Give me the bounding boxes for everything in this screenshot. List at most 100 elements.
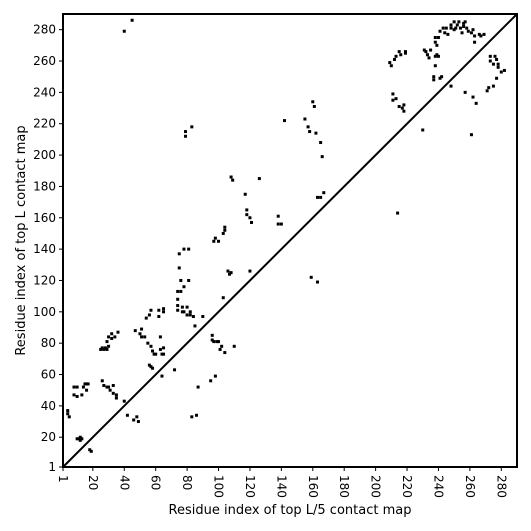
x-tick-label: 180 bbox=[337, 475, 351, 498]
contact-point bbox=[151, 349, 155, 353]
contact-point bbox=[223, 351, 227, 355]
contact-point bbox=[421, 128, 425, 132]
contact-point bbox=[196, 385, 200, 389]
y-tick-label: 180 bbox=[33, 179, 56, 193]
contact-point bbox=[158, 335, 162, 339]
contact-point bbox=[158, 347, 162, 351]
contact-point bbox=[457, 20, 461, 24]
contact-point bbox=[111, 383, 115, 387]
contact-point bbox=[449, 26, 453, 30]
contact-point bbox=[248, 216, 252, 220]
x-tick-label: 240 bbox=[431, 475, 445, 498]
contact-point bbox=[191, 315, 195, 319]
contact-point bbox=[397, 104, 401, 108]
contact-point bbox=[111, 391, 115, 395]
contact-point bbox=[162, 352, 166, 356]
contact-point bbox=[146, 341, 150, 345]
contact-point bbox=[151, 366, 155, 370]
contact-point bbox=[176, 297, 180, 301]
contact-point bbox=[100, 346, 104, 350]
contact-point bbox=[322, 191, 326, 195]
contact-point bbox=[446, 32, 450, 36]
contact-point bbox=[315, 195, 319, 199]
contact-point bbox=[306, 125, 310, 129]
contact-point bbox=[221, 231, 225, 235]
contact-point bbox=[311, 100, 315, 104]
contact-point bbox=[122, 29, 126, 33]
contact-point bbox=[162, 310, 166, 314]
contact-point bbox=[107, 385, 111, 389]
x-axis: 1 20 40 60 80 100 120 140 160 180 200 220 240 260 280 bbox=[56, 467, 508, 498]
contact-point bbox=[436, 54, 440, 58]
contact-point bbox=[452, 20, 456, 24]
contact-point bbox=[182, 285, 186, 289]
contact-point bbox=[113, 335, 117, 339]
contact-point bbox=[217, 340, 221, 344]
contact-point bbox=[452, 28, 456, 32]
contact-point bbox=[75, 437, 79, 441]
contact-point bbox=[245, 213, 249, 217]
contact-point bbox=[309, 275, 313, 279]
contact-point bbox=[432, 78, 436, 82]
x-axis-label: Residue index of top L/5 contact map bbox=[169, 503, 412, 518]
x-tick-label: 120 bbox=[243, 475, 257, 498]
contact-point bbox=[213, 374, 217, 378]
contact-point bbox=[103, 346, 107, 350]
contact-point bbox=[257, 177, 261, 181]
contact-point bbox=[425, 53, 429, 57]
contact-point bbox=[429, 48, 433, 52]
contact-point bbox=[389, 64, 393, 68]
contact-point bbox=[193, 324, 197, 328]
contact-point bbox=[400, 106, 404, 110]
contact-point bbox=[176, 304, 180, 308]
contact-point bbox=[229, 271, 233, 275]
contact-point bbox=[433, 64, 437, 68]
contact-point bbox=[303, 117, 307, 121]
contact-point bbox=[187, 278, 191, 282]
plot-frame bbox=[62, 13, 518, 468]
contact-point bbox=[88, 448, 92, 452]
contact-point bbox=[394, 97, 398, 101]
contact-point bbox=[248, 269, 252, 273]
contact-point bbox=[441, 26, 445, 30]
contact-point bbox=[108, 388, 112, 392]
contact-point bbox=[231, 178, 235, 182]
contact-point bbox=[179, 278, 183, 282]
contact-point bbox=[438, 76, 442, 80]
contact-point bbox=[138, 332, 142, 336]
contact-point bbox=[449, 23, 453, 27]
contact-point bbox=[499, 70, 503, 74]
contact-point bbox=[86, 382, 90, 386]
contact-point bbox=[427, 56, 431, 60]
contact-point bbox=[130, 18, 134, 22]
contact-point bbox=[491, 84, 495, 88]
contact-point bbox=[177, 266, 181, 270]
contact-point bbox=[213, 236, 217, 240]
contact-point bbox=[125, 413, 129, 417]
contact-point bbox=[392, 57, 396, 61]
contact-point bbox=[162, 307, 166, 311]
contact-point bbox=[187, 247, 191, 251]
contact-point bbox=[215, 340, 219, 344]
contact-point bbox=[157, 308, 161, 312]
contact-point bbox=[465, 26, 469, 30]
contact-point bbox=[469, 31, 473, 35]
contact-point bbox=[110, 332, 114, 336]
contact-point bbox=[80, 393, 84, 397]
x-tick-label: 140 bbox=[274, 475, 288, 498]
contact-point bbox=[182, 247, 186, 251]
contact-point bbox=[185, 305, 189, 309]
contact-point bbox=[105, 385, 109, 389]
x-tick-label: 60 bbox=[149, 475, 163, 490]
contact-point bbox=[228, 272, 232, 276]
contact-point bbox=[432, 75, 436, 79]
contact-point bbox=[149, 365, 153, 369]
contact-point bbox=[140, 327, 144, 331]
contact-point bbox=[116, 330, 120, 334]
contact-point bbox=[223, 225, 227, 229]
contact-point bbox=[433, 40, 437, 44]
contact-point bbox=[182, 310, 186, 314]
contact-point bbox=[179, 289, 183, 293]
